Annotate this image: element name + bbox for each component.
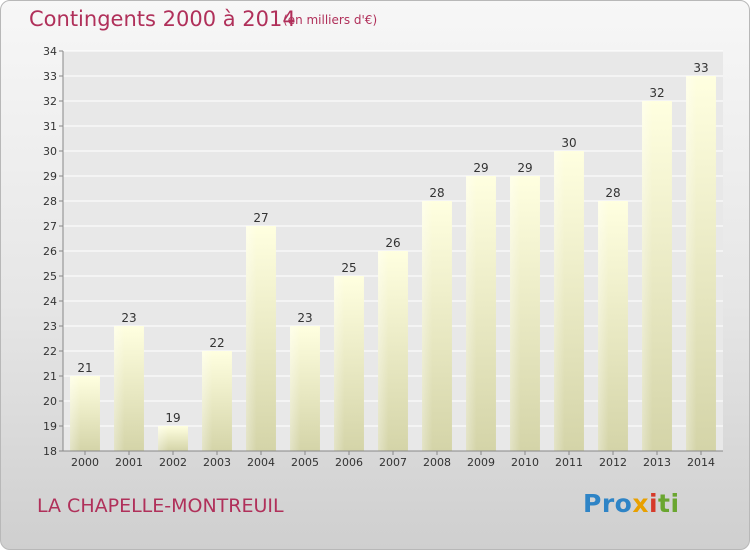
chart-title: Contingents 2000 à 2014 [29,7,296,31]
bar-highlight [202,351,213,451]
bar-value-label: 19 [165,411,180,425]
y-tick-label: 31 [43,120,57,133]
bar-value-label: 27 [253,211,268,225]
bar-highlight [334,276,345,451]
bar-highlight [686,76,697,451]
x-tick-label: 2002 [159,456,187,469]
bar-value-label: 33 [693,61,708,75]
bar-highlight [510,176,521,451]
logo-part-1: Pro [583,489,633,518]
x-tick-label: 2000 [71,456,99,469]
x-tick-label: 2004 [247,456,275,469]
commune-name: LA CHAPELLE-MONTREUIL [37,495,284,517]
x-tick-label: 2005 [291,456,319,469]
x-tick-label: 2009 [467,456,495,469]
proxiti-logo: Proxiti [583,489,680,518]
y-tick-label: 34 [43,45,57,58]
y-tick-label: 26 [43,245,57,258]
bar-value-label: 28 [429,186,444,200]
bar-value-label: 25 [341,261,356,275]
y-tick-label: 27 [43,220,57,233]
bar-value-label: 21 [77,361,92,375]
x-tick-label: 2007 [379,456,407,469]
bar-highlight [466,176,477,451]
bar-highlight [642,101,653,451]
bar-highlight [290,326,301,451]
bar-value-label: 22 [209,336,224,350]
x-tick-label: 2008 [423,456,451,469]
bar-highlight [422,201,433,451]
logo-part-4: ti [658,489,680,518]
chart-subtitle: (en milliers d'€) [283,13,378,27]
logo-part-2: x [632,489,649,518]
bar-value-label: 32 [649,86,664,100]
y-tick-label: 28 [43,195,57,208]
x-tick-label: 2001 [115,456,143,469]
x-tick-label: 2003 [203,456,231,469]
y-tick-label: 24 [43,295,57,308]
y-tick-label: 25 [43,270,57,283]
y-tick-label: 30 [43,145,57,158]
x-tick-label: 2014 [687,456,715,469]
bars-group: 21 23 19 22 27 23 25 26 28 29 29 30 28 32 33 [70,61,716,451]
bar-highlight [598,201,609,451]
bar-value-label: 28 [605,186,620,200]
bar-highlight [114,326,125,451]
x-tick-label: 2012 [599,456,627,469]
bar-value-label: 23 [297,311,312,325]
bar-highlight [70,376,81,451]
bar-value-label: 23 [121,311,136,325]
y-tick-label: 29 [43,170,57,183]
y-tick-label: 18 [43,445,57,458]
x-tick-label: 2010 [511,456,539,469]
y-tick-label: 21 [43,370,57,383]
y-tick-label: 33 [43,70,57,83]
bar-highlight [378,251,389,451]
bar-highlight [158,426,169,451]
y-tick-label: 20 [43,395,57,408]
bar-value-label: 29 [473,161,488,175]
y-tick-label: 22 [43,345,57,358]
bar-value-label: 26 [385,236,400,250]
y-tick-label: 23 [43,320,57,333]
x-tick-label: 2013 [643,456,671,469]
axes-group: 18 19 20 21 22 23 24 25 26 27 28 29 30 31 32 33 34 2000 20… [43,45,723,469]
y-tick-label: 19 [43,420,57,433]
bar-highlight [246,226,257,451]
logo-part-3: i [648,489,659,518]
bar-value-label: 30 [561,136,576,150]
x-tick-label: 2011 [555,456,583,469]
bar-highlight [554,151,565,451]
y-tick-label: 32 [43,95,57,108]
bar-value-label: 29 [517,161,532,175]
x-tick-label: 2006 [335,456,363,469]
